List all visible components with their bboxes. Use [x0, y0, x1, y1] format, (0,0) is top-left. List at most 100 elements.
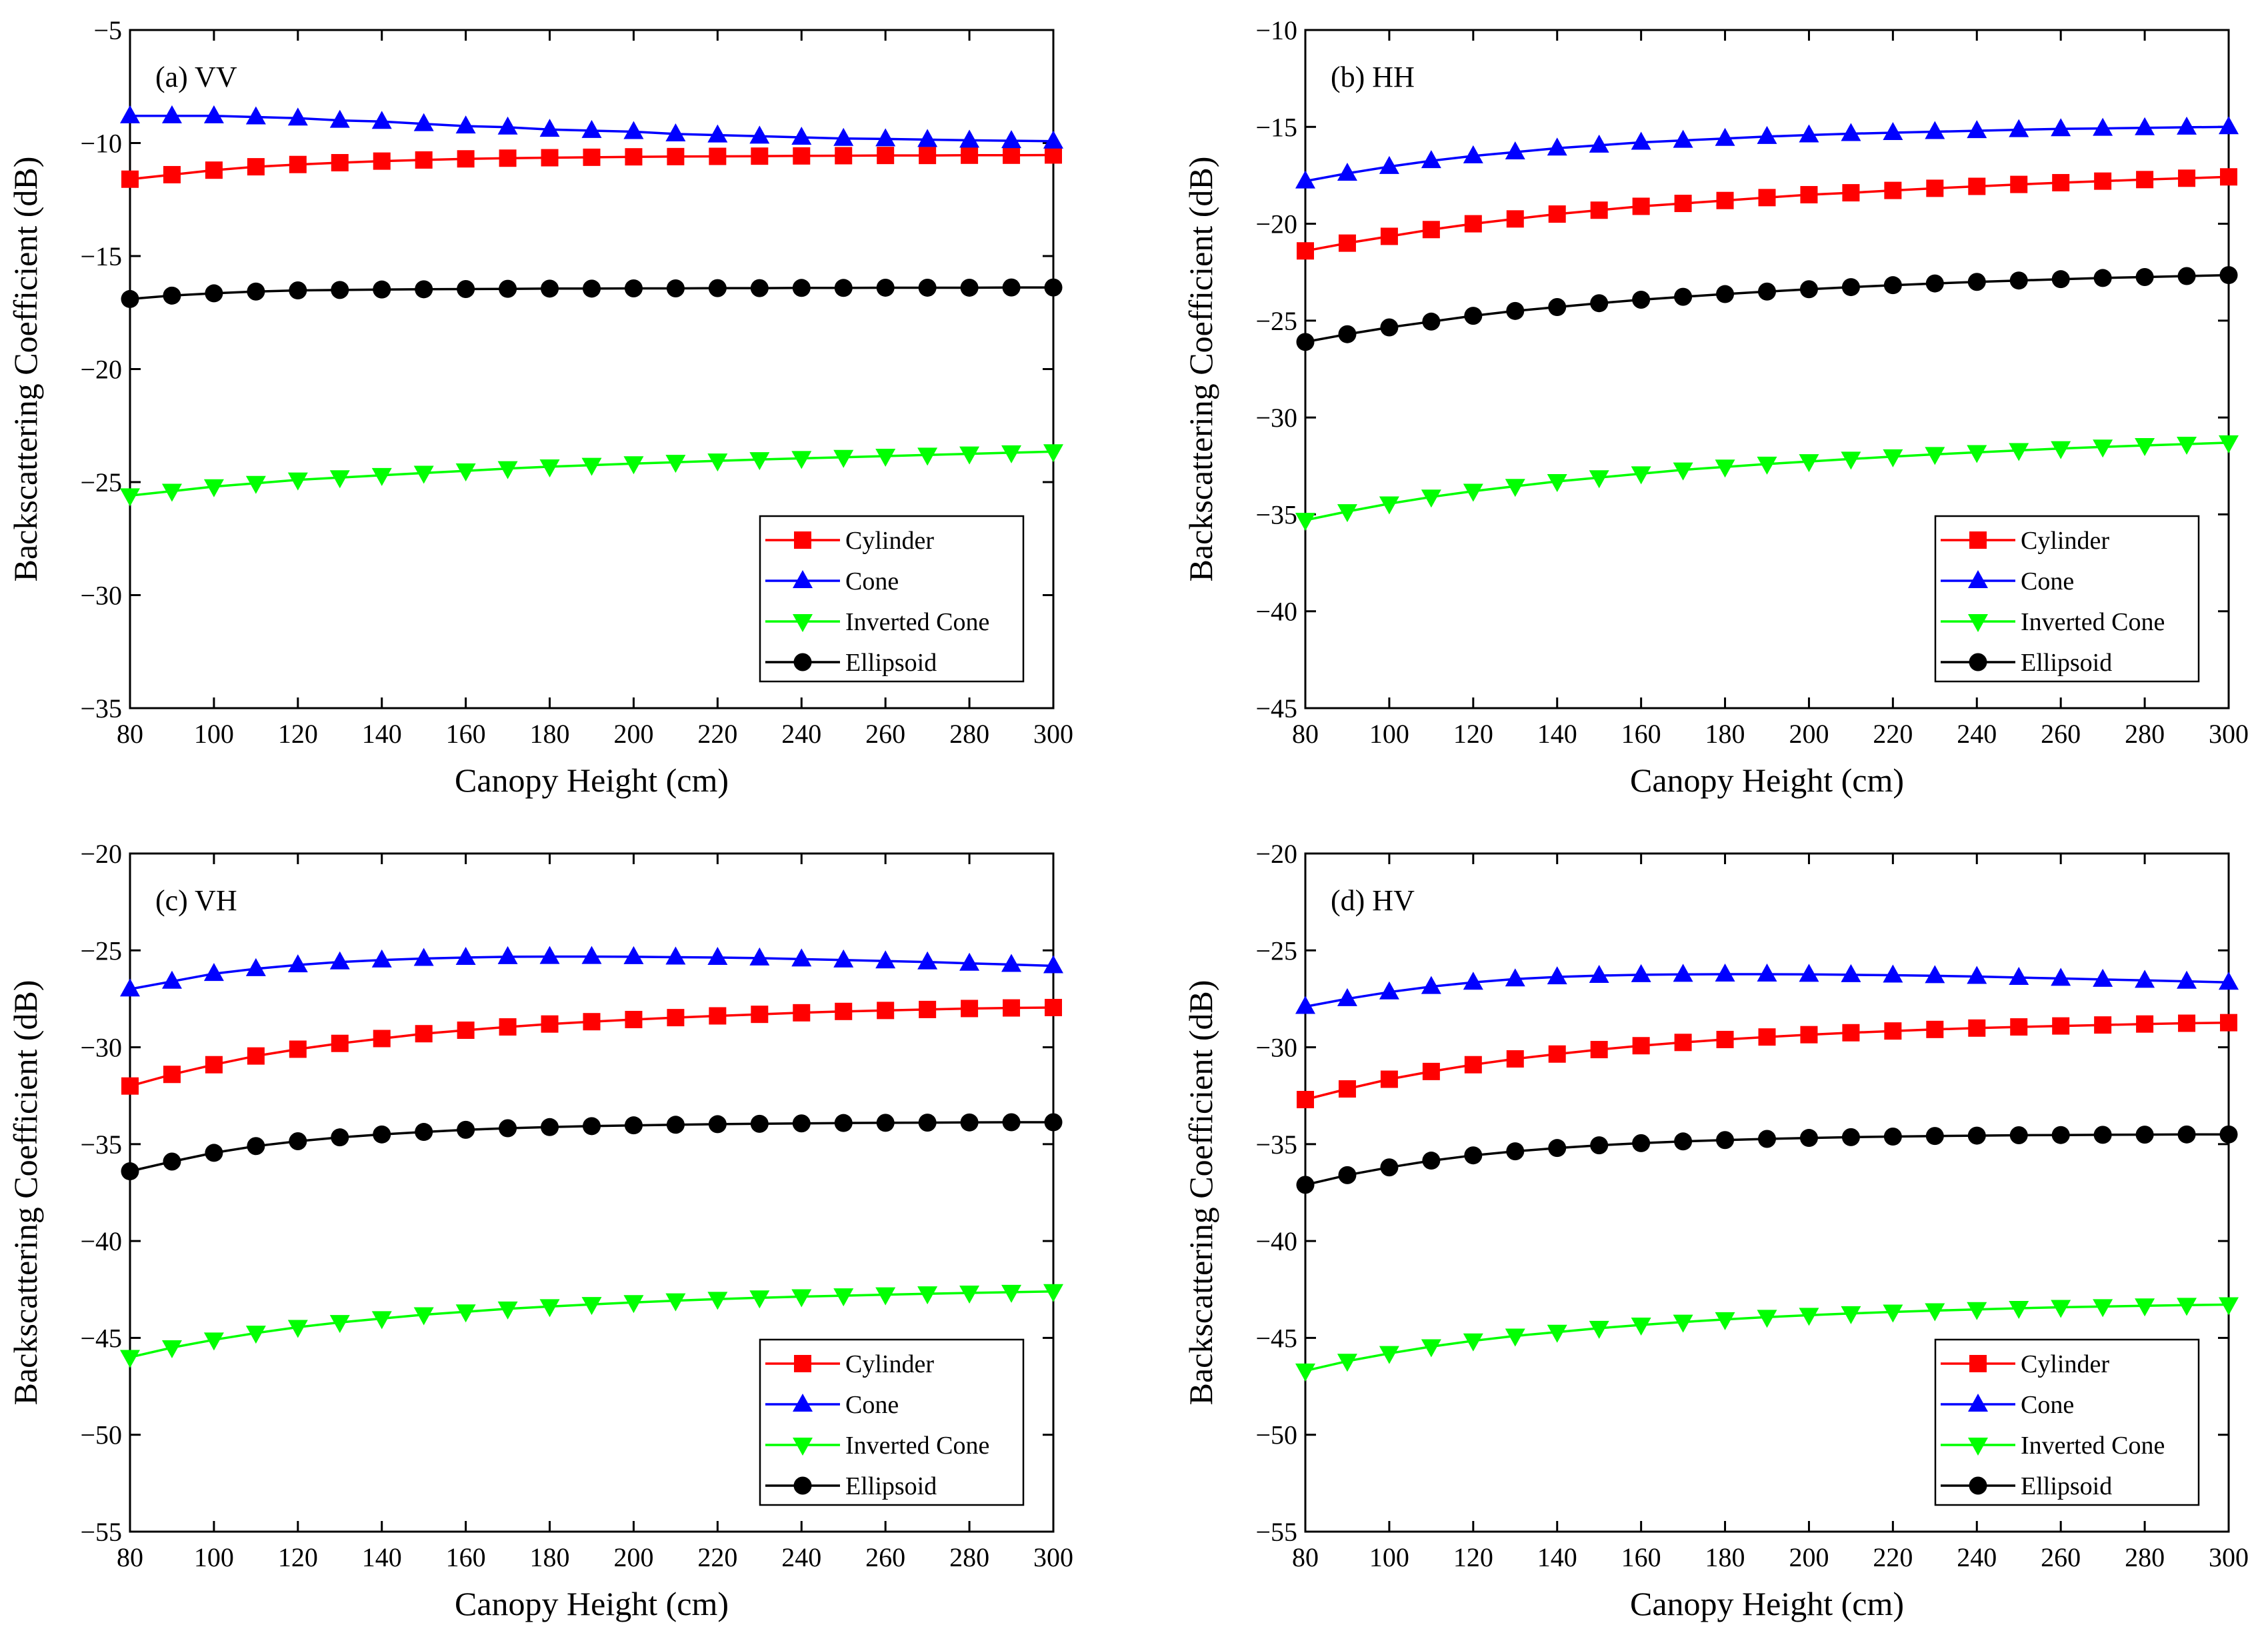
data-point	[1001, 1284, 1022, 1303]
data-point	[329, 470, 350, 489]
legend-label: Inverted Cone	[845, 1432, 989, 1460]
data-point	[1045, 146, 1062, 164]
legend-label: Cone	[2021, 1391, 2074, 1419]
data-point	[1967, 1126, 1986, 1145]
data-point	[1380, 1158, 1399, 1177]
data-point	[960, 1113, 979, 1132]
x-tick-label: 280	[2125, 719, 2165, 749]
data-point	[2009, 271, 2028, 290]
data-point	[709, 1007, 727, 1025]
data-point	[1715, 127, 1735, 146]
data-point	[1464, 1146, 1483, 1165]
data-point	[2135, 970, 2155, 988]
data-point	[1045, 999, 1062, 1017]
data-point	[1716, 1131, 1735, 1150]
y-tick-label: −20	[80, 355, 122, 385]
data-point	[1716, 285, 1735, 303]
data-point	[833, 949, 854, 968]
data-point	[415, 151, 433, 169]
series-cylinder	[121, 999, 1062, 1095]
series-inverted-cone	[120, 1284, 1063, 1368]
data-point	[1841, 278, 1860, 297]
data-point	[583, 148, 601, 166]
x-tick-label: 240	[781, 719, 821, 749]
y-tick-label: −45	[80, 1323, 122, 1353]
data-point	[371, 949, 392, 968]
data-point	[1590, 294, 1609, 313]
data-point	[455, 947, 476, 966]
data-point	[707, 947, 728, 966]
data-point	[2220, 1014, 2237, 1032]
x-tick-label: 220	[1873, 1542, 1913, 1572]
legend-label: Ellipsoid	[2021, 1472, 2112, 1500]
y-tick-label: −30	[80, 1033, 122, 1063]
data-point	[287, 954, 308, 973]
y-tick-label: −25	[80, 936, 122, 966]
data-point	[373, 280, 391, 299]
data-point	[1505, 141, 1525, 160]
legend-label: Inverted Cone	[2021, 1432, 2165, 1460]
data-point	[415, 1025, 433, 1043]
data-point	[1380, 318, 1399, 337]
y-tick-label: −15	[80, 241, 122, 271]
data-point	[161, 105, 182, 123]
data-point	[331, 1034, 349, 1052]
panel-d-hv: 80 100 120 140 160 180 200 220 240 260 280 300 −55 −5…	[1182, 839, 2249, 1622]
x-tick-label: 120	[278, 719, 318, 749]
data-point	[1296, 1176, 1315, 1194]
data-point	[2177, 267, 2196, 285]
data-point	[1379, 496, 1399, 515]
data-point	[1044, 1113, 1063, 1132]
data-point	[707, 124, 728, 143]
data-point	[457, 279, 475, 298]
data-point	[2009, 1126, 2028, 1144]
x-tick-label: 200	[613, 1542, 653, 1572]
data-point	[1589, 965, 1609, 984]
panel-c-vh: 80 100 120 140 160 180 200 220 240 260 280 300 −55 −5…	[7, 839, 1073, 1622]
data-point	[1297, 242, 1314, 260]
data-point	[1001, 954, 1022, 972]
legend: Cylinder Cone Inverted Cone Ellipsoid	[759, 515, 1025, 683]
data-point	[581, 1297, 602, 1316]
data-point	[1338, 1166, 1357, 1184]
data-point	[583, 1117, 601, 1136]
data-point	[961, 1000, 979, 1018]
data-point	[1757, 125, 1777, 144]
legend-marker	[1968, 570, 1988, 588]
data-point	[413, 1307, 434, 1326]
data-point	[1295, 1363, 1315, 1382]
data-point	[247, 1137, 265, 1156]
data-point	[1799, 124, 1819, 143]
x-tick-label: 180	[1705, 1542, 1745, 1572]
series-line	[1305, 175, 2229, 253]
y-axis-title: Backscattering Coefficient (dB)	[1182, 980, 1219, 1406]
data-point	[1841, 964, 1861, 982]
y-axis-title: Backscattering Coefficient (dB)	[1182, 157, 1219, 582]
data-point	[1632, 290, 1651, 309]
data-point	[1842, 184, 1860, 202]
data-point	[1338, 1080, 1356, 1098]
data-point	[1967, 120, 1987, 139]
y-tick-label: −20	[1255, 209, 1297, 239]
data-point	[875, 449, 896, 467]
series-ellipsoid	[1296, 1125, 2238, 1194]
data-point	[413, 465, 434, 484]
data-point	[2009, 443, 2029, 461]
y-tick-label: −20	[80, 839, 122, 869]
legend-label: Cone	[845, 567, 899, 595]
data-point	[413, 113, 434, 131]
data-point	[1505, 968, 1525, 987]
data-point	[1422, 221, 1440, 239]
data-point	[749, 947, 770, 966]
data-point	[1883, 1304, 1903, 1323]
data-point	[203, 479, 224, 497]
legend-label: Cone	[2021, 567, 2074, 595]
series-ellipsoid	[121, 278, 1063, 308]
legend-label: Cylinder	[845, 527, 934, 555]
data-point	[2135, 1298, 2155, 1317]
data-point	[539, 1299, 560, 1318]
data-point	[623, 456, 644, 475]
data-point	[2135, 117, 2155, 135]
data-point	[2219, 972, 2239, 990]
legend-label: Ellipsoid	[845, 649, 937, 677]
